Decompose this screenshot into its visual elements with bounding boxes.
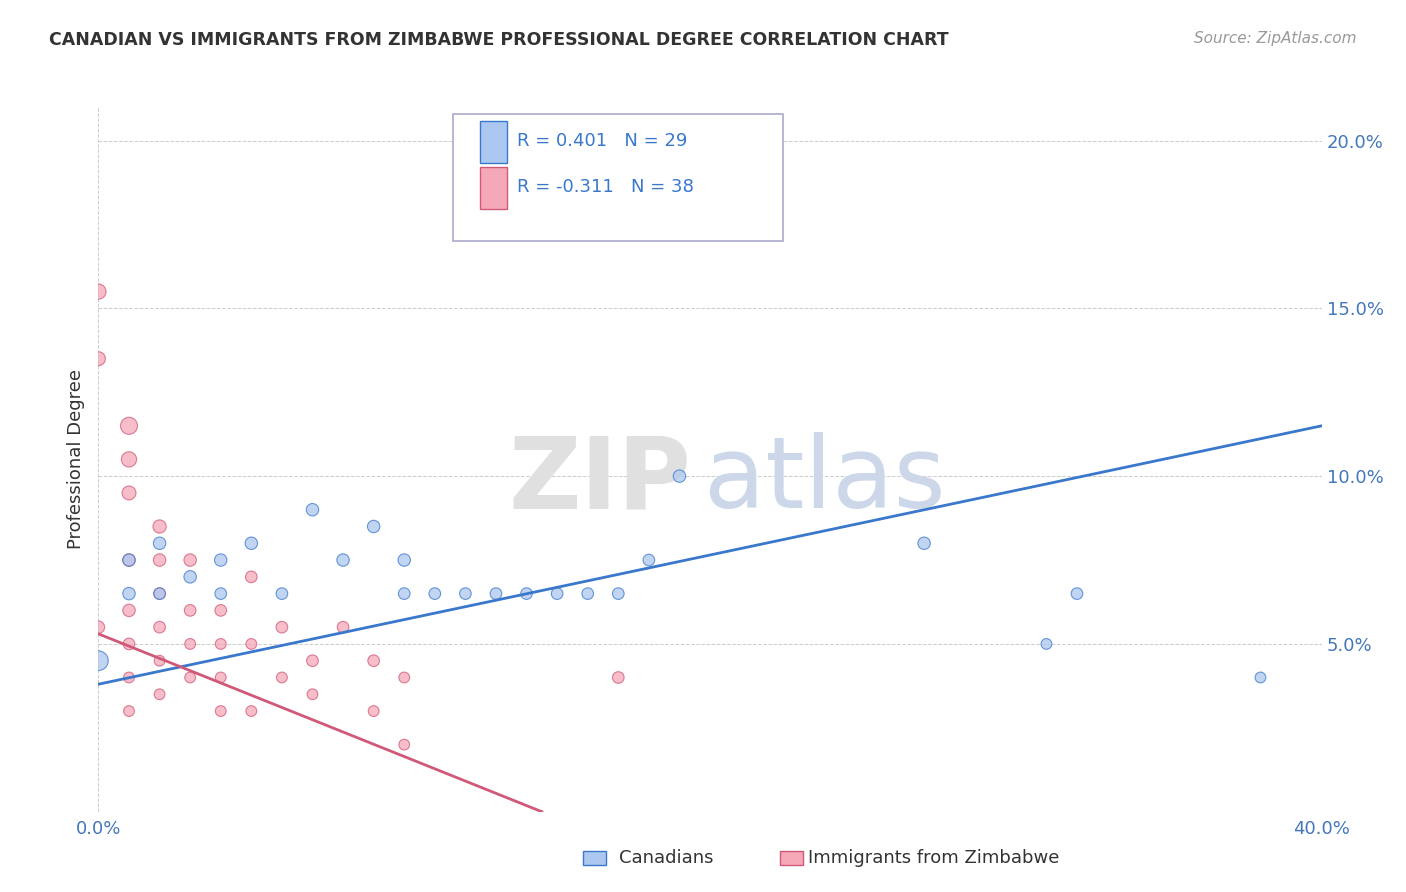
- Point: [179, 671, 201, 685]
- Point: [149, 687, 172, 701]
- Point: [149, 620, 172, 634]
- Point: [179, 637, 201, 651]
- FancyBboxPatch shape: [453, 114, 783, 241]
- Point: [209, 603, 232, 617]
- Point: [668, 469, 690, 483]
- Point: [576, 586, 599, 600]
- Point: [392, 738, 416, 752]
- Point: [149, 553, 172, 567]
- Point: [607, 586, 630, 600]
- Point: [1035, 637, 1057, 651]
- Point: [118, 637, 141, 651]
- Point: [363, 654, 385, 668]
- Point: [301, 654, 323, 668]
- Text: atlas: atlas: [704, 432, 946, 529]
- Point: [240, 570, 263, 584]
- Point: [118, 418, 141, 433]
- Point: [87, 351, 110, 366]
- Point: [179, 570, 201, 584]
- Point: [240, 536, 263, 550]
- Text: R = 0.401   N = 29: R = 0.401 N = 29: [517, 132, 688, 150]
- Point: [118, 586, 141, 600]
- Point: [546, 586, 568, 600]
- Point: [149, 586, 172, 600]
- Point: [118, 553, 141, 567]
- Point: [301, 687, 323, 701]
- Point: [270, 620, 292, 634]
- Point: [118, 603, 141, 617]
- Point: [209, 586, 232, 600]
- Point: [485, 586, 508, 600]
- Point: [270, 586, 292, 600]
- Point: [363, 704, 385, 718]
- Point: [179, 603, 201, 617]
- Point: [332, 620, 354, 634]
- Point: [730, 201, 752, 215]
- Point: [118, 553, 141, 567]
- Point: [179, 553, 201, 567]
- Point: [87, 654, 110, 668]
- Point: [209, 671, 232, 685]
- Point: [87, 285, 110, 299]
- Text: CANADIAN VS IMMIGRANTS FROM ZIMBABWE PROFESSIONAL DEGREE CORRELATION CHART: CANADIAN VS IMMIGRANTS FROM ZIMBABWE PRO…: [49, 31, 949, 49]
- Point: [87, 620, 110, 634]
- Point: [637, 553, 661, 567]
- Point: [270, 671, 292, 685]
- Point: [149, 536, 172, 550]
- Point: [118, 704, 141, 718]
- Point: [118, 452, 141, 467]
- Point: [363, 519, 385, 533]
- Y-axis label: Professional Degree: Professional Degree: [67, 369, 86, 549]
- Point: [332, 553, 354, 567]
- Point: [392, 586, 416, 600]
- Text: Immigrants from Zimbabwe: Immigrants from Zimbabwe: [808, 849, 1060, 867]
- Point: [209, 553, 232, 567]
- Point: [392, 671, 416, 685]
- Point: [240, 637, 263, 651]
- Point: [912, 536, 935, 550]
- Text: Canadians: Canadians: [619, 849, 713, 867]
- Point: [1249, 671, 1271, 685]
- Point: [149, 654, 172, 668]
- Point: [118, 671, 141, 685]
- Text: R = -0.311   N = 38: R = -0.311 N = 38: [517, 178, 693, 195]
- Point: [209, 637, 232, 651]
- Point: [454, 586, 477, 600]
- Point: [1066, 586, 1088, 600]
- Point: [301, 502, 323, 516]
- Point: [149, 586, 172, 600]
- Point: [209, 704, 232, 718]
- Point: [423, 586, 446, 600]
- Text: Source: ZipAtlas.com: Source: ZipAtlas.com: [1194, 31, 1357, 46]
- Bar: [479, 121, 508, 163]
- Point: [240, 704, 263, 718]
- Bar: [479, 167, 508, 210]
- Point: [516, 586, 538, 600]
- Point: [392, 553, 416, 567]
- Text: ZIP: ZIP: [509, 432, 692, 529]
- Point: [118, 486, 141, 500]
- Point: [607, 671, 630, 685]
- Point: [149, 519, 172, 533]
